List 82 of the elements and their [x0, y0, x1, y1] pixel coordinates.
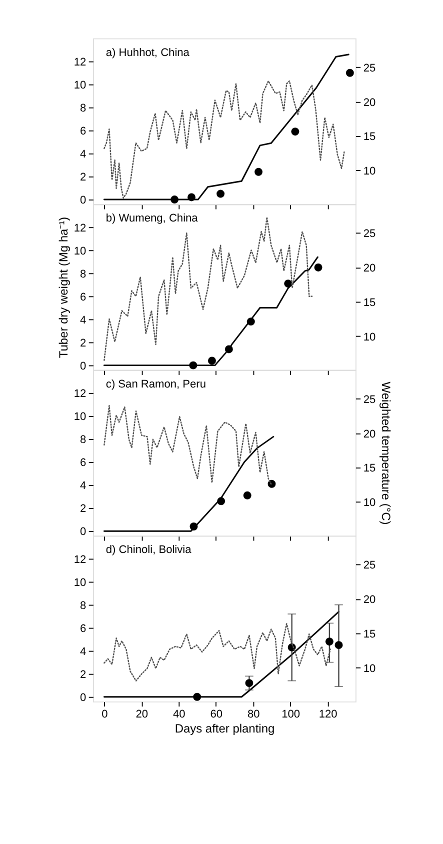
y2-tick-label: 15 [363, 628, 376, 641]
y-axis-title: Tuber dry weight (Mg ha⁻¹) [56, 216, 70, 358]
y2-tick-label: 25 [363, 560, 376, 572]
y-tick-label: 4 [80, 148, 86, 161]
y-tick-label: 8 [80, 268, 86, 280]
y-tick-label: 6 [80, 291, 86, 304]
line-series [103, 256, 318, 366]
y2-tick-label: 20 [363, 96, 376, 109]
x-tick-label: 60 [210, 708, 222, 721]
y2-tick-label: 10 [363, 662, 376, 675]
text: d) Chinoli, Bolivia [106, 544, 192, 556]
line-series [103, 610, 340, 698]
point [170, 196, 179, 204]
y-tick-label: 10 [74, 411, 86, 424]
y2-tick-label: 25 [363, 228, 376, 240]
x-tick-label: 80 [247, 708, 260, 721]
y2-tick-label: 25 [363, 394, 376, 406]
y-tick-label: 2 [80, 503, 86, 516]
point [190, 522, 198, 530]
y-tick-label: 10 [74, 245, 86, 258]
y-tick-label: 4 [80, 646, 86, 658]
line-series [104, 80, 345, 199]
y-tick-label: 12 [74, 56, 86, 69]
x-axis-title: Days after planting [174, 721, 275, 736]
y-tick-label: 0 [80, 692, 86, 704]
y2-axis-title: Weighted temperature (°C) [379, 382, 394, 525]
y2-tick-label: 10 [363, 497, 376, 510]
y2-tick-label: 15 [363, 131, 376, 144]
y-tick-label: 8 [80, 600, 86, 612]
y2-tick-label: 10 [363, 331, 376, 344]
point [254, 168, 263, 176]
x-tick-label: 0 [102, 708, 108, 721]
y2-tick-label: 20 [363, 428, 376, 440]
y-tick-label: 12 [74, 554, 86, 566]
y-tick-label: 4 [80, 314, 86, 326]
line-series [103, 436, 274, 532]
point [246, 318, 255, 326]
y-tick-label: 12 [74, 388, 86, 400]
y2-tick-label: 25 [363, 62, 376, 74]
y-tick-label: 8 [80, 434, 86, 446]
point [291, 128, 300, 136]
point [189, 361, 198, 370]
point [284, 280, 292, 288]
text: a) Huhhot, China [106, 46, 190, 59]
line-series [104, 623, 332, 682]
y-tick-label: 0 [80, 194, 86, 207]
y-tick-label: 6 [80, 126, 86, 138]
text: b) Wumeng, China [106, 212, 199, 225]
point [243, 491, 252, 500]
point [224, 345, 233, 354]
y-tick-label: 2 [80, 337, 86, 350]
y-tick-label: 0 [80, 360, 86, 372]
point [217, 497, 226, 506]
y-tick-label: 2 [80, 668, 86, 681]
x-tick-label: 120 [318, 708, 338, 721]
x-tick-label: 100 [282, 708, 300, 721]
point [188, 193, 196, 202]
point [193, 692, 202, 701]
x-tick-label: 20 [136, 708, 148, 721]
y-tick-label: 0 [80, 526, 86, 538]
y-tick-label: 12 [74, 222, 86, 234]
text: c) San Ramon, Peru [106, 378, 206, 390]
y-tick-label: 6 [80, 457, 86, 470]
point [325, 638, 334, 646]
y-tick-label: 10 [74, 80, 86, 92]
y-tick-label: 4 [80, 480, 86, 492]
y2-tick-label: 20 [363, 262, 376, 275]
y2-tick-label: 10 [363, 166, 376, 178]
y-tick-label: 2 [80, 172, 86, 184]
y-tick-label: 10 [74, 576, 86, 589]
y2-tick-label: 15 [363, 462, 376, 475]
point [216, 190, 225, 198]
x-tick-label: 40 [172, 708, 186, 721]
y-tick-label: 6 [80, 622, 86, 635]
point [314, 263, 322, 272]
point [334, 641, 343, 650]
y2-tick-label: 20 [363, 594, 376, 606]
point [208, 356, 216, 365]
y-tick-label: 8 [80, 102, 86, 115]
point [346, 68, 354, 77]
point [245, 679, 254, 688]
y2-tick-label: 15 [363, 296, 376, 309]
